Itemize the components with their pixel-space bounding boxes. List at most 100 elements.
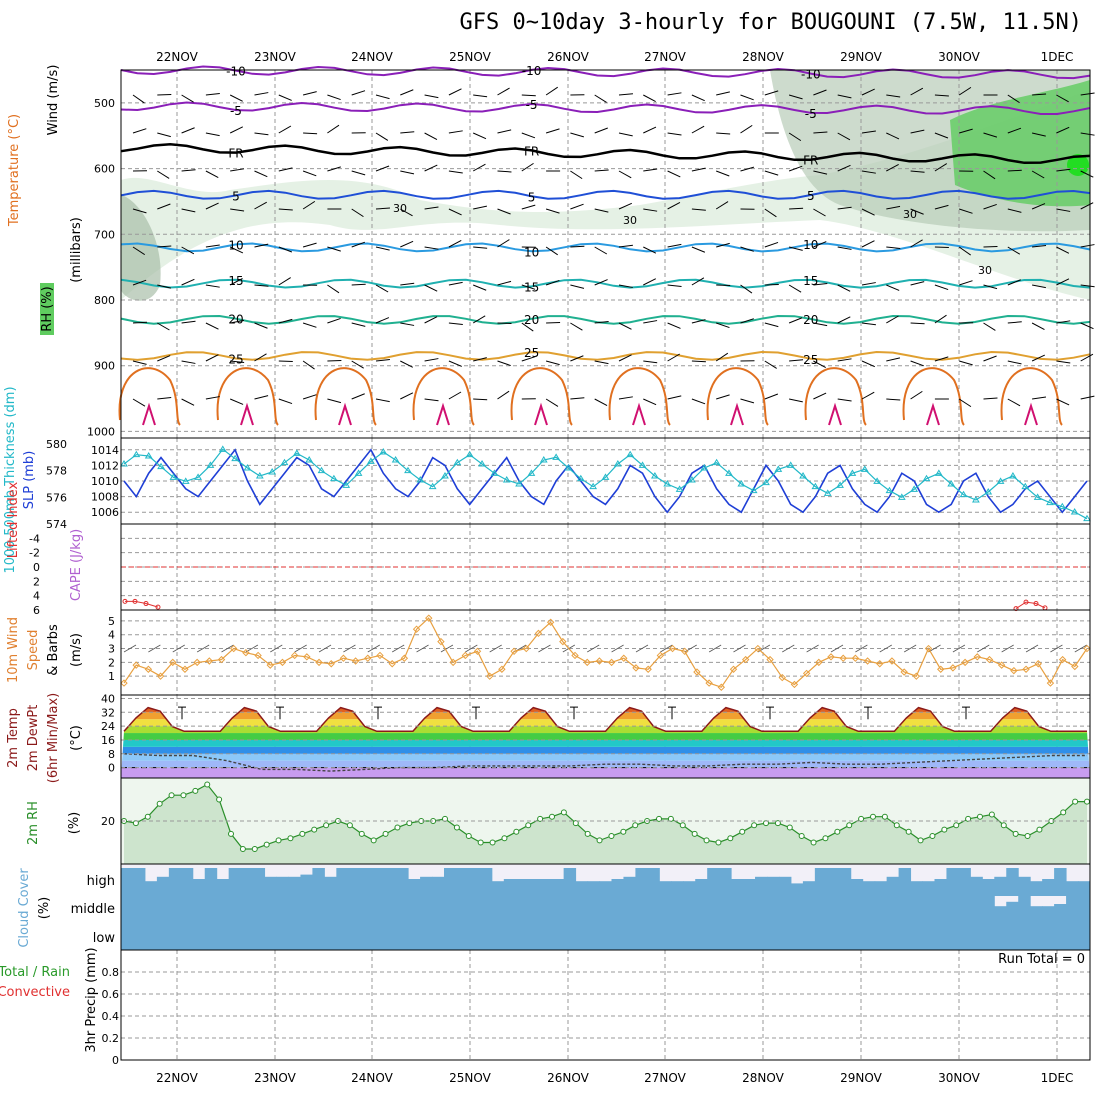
thickness-point <box>218 445 227 452</box>
rh-point <box>596 837 603 844</box>
wind-barb <box>497 129 512 134</box>
rh-point <box>560 809 567 816</box>
rh-legend-swatch <box>40 283 54 335</box>
thickness-point <box>675 485 684 492</box>
wind-barb <box>959 128 973 134</box>
lifted-tick-label: -4 <box>29 532 40 545</box>
cloud-middle-bar <box>1018 893 1031 950</box>
wind-speed-point <box>985 655 994 664</box>
cloud-middle-bar <box>731 893 744 950</box>
thickness-point <box>651 472 659 479</box>
thickness-point <box>317 466 326 474</box>
wind-speed-point <box>607 658 616 667</box>
wind-barb <box>934 314 947 324</box>
rh-point <box>287 835 294 842</box>
wind-barb <box>691 167 706 172</box>
thickness-point <box>515 480 523 487</box>
wind-barb <box>424 94 439 99</box>
temp-band <box>121 739 1090 747</box>
wind-barb <box>1080 322 1094 330</box>
thickness-point <box>811 482 820 490</box>
rh-point <box>453 824 460 831</box>
cloud-middle-bar <box>551 893 565 950</box>
rh2m-unit-label: (%) <box>67 812 82 835</box>
cloud-middle-bar <box>838 893 852 950</box>
thickness-point <box>860 465 869 472</box>
wind-barb <box>424 246 439 250</box>
wind-barb <box>157 132 171 138</box>
wind-barb <box>448 391 462 400</box>
wind-barb <box>570 397 585 400</box>
precip-tick-label: 0.8 <box>102 966 120 979</box>
wind-barb <box>497 239 510 248</box>
rh2m-axis-label: 2m RH <box>26 801 41 845</box>
precip-tick-label: 0.2 <box>102 1032 120 1045</box>
wind-tick-label: 5 <box>108 615 115 628</box>
cloud-middle-bar <box>958 893 971 950</box>
cloud-high-bar <box>946 868 959 896</box>
wind-speed-point <box>230 644 238 653</box>
rh-point <box>917 837 924 844</box>
rh-point <box>192 787 199 794</box>
cloud-middle-bar <box>372 893 385 950</box>
cloud-middle-bar <box>132 893 146 950</box>
wind-barb <box>1007 127 1022 134</box>
wind-speed-point <box>437 637 445 646</box>
wind10m-barb <box>708 644 722 653</box>
cloud-middle-bar <box>288 893 301 950</box>
rh-shading-region <box>950 80 1090 207</box>
thickness-point <box>873 477 881 484</box>
wind-barb <box>205 284 220 288</box>
wind-barb <box>448 360 462 367</box>
cloud-high-bar <box>288 876 301 896</box>
wind-barb <box>254 243 269 248</box>
isotherm-label: FR <box>803 154 818 168</box>
cloud-high-bar <box>420 876 433 896</box>
wind-barb <box>400 392 414 400</box>
wind-barb <box>1056 398 1070 406</box>
cloud-middle-bar <box>587 893 601 950</box>
wind-barb <box>618 202 632 210</box>
wind-barb <box>1007 398 1021 407</box>
wind-barb <box>400 89 414 96</box>
cloud-middle-bar <box>168 893 182 950</box>
temp-band <box>121 746 1090 754</box>
wind-barb <box>1080 395 1095 400</box>
precip-total-label: Total / Rain <box>0 965 70 980</box>
wind-barb <box>1056 208 1071 212</box>
wind-barb <box>691 246 706 253</box>
isotherm-label: 25 <box>803 353 818 367</box>
cloud-middle-bar <box>743 893 756 950</box>
wind-barb <box>375 359 390 362</box>
wind10m-barb <box>879 644 892 653</box>
cloud-middle-bar <box>910 893 924 950</box>
precip-axis-label: 3hr Precip (mm) <box>84 947 99 1052</box>
wind10m-barb <box>172 644 185 653</box>
cloud-high-bar <box>802 881 816 896</box>
lifted-tick-label: 4 <box>33 590 40 603</box>
thickness-point <box>132 450 141 458</box>
wind-speed-point <box>1083 644 1091 653</box>
wind10m-barb <box>1050 644 1063 653</box>
wind-speed-point <box>1058 655 1067 664</box>
wind-barb <box>302 322 317 328</box>
cloud-high-bar <box>527 879 541 896</box>
wind-barb <box>958 398 972 408</box>
rh-point <box>537 815 544 822</box>
rh-point <box>786 824 793 831</box>
rh-contour-label: 30 <box>393 202 407 215</box>
wind-barb <box>302 170 317 177</box>
thickness-point <box>601 473 610 480</box>
wind-barb <box>400 208 413 217</box>
pressure-tick-label: 700 <box>94 228 115 241</box>
thickness-point <box>725 469 733 476</box>
wind-barb <box>643 360 658 364</box>
wind-barb <box>327 124 340 134</box>
slp-tick-label: 1008 <box>91 491 119 504</box>
wind10m-barb <box>855 644 868 653</box>
wind-barb <box>764 170 779 176</box>
isotherm-line <box>120 101 1091 115</box>
slp-tick-label: 1006 <box>91 506 119 519</box>
cloud-middle-bar <box>121 893 134 950</box>
